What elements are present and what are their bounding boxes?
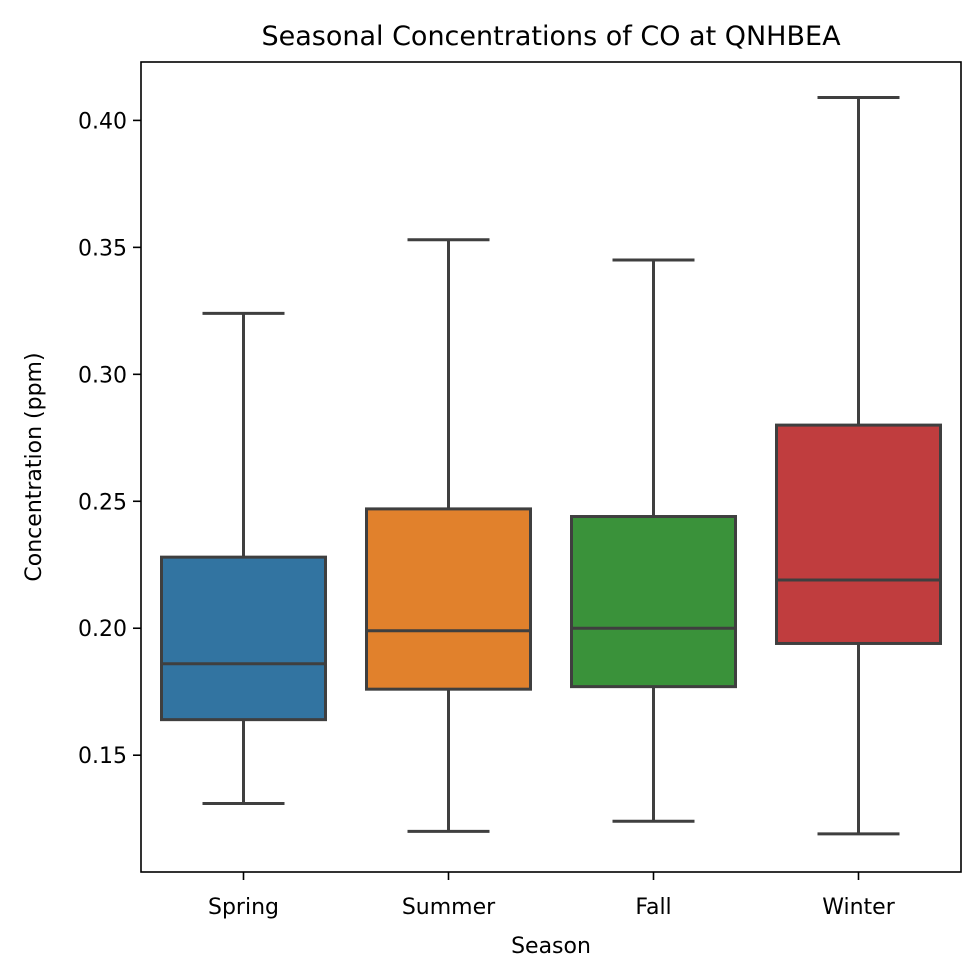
x-tick-label: Summer [402, 895, 496, 920]
x-tick-label: Spring [208, 895, 279, 920]
x-axis: Spring Summer Fall Winter [208, 872, 896, 920]
y-tick-label: 0.25 [78, 490, 127, 515]
box-summer [365, 507, 532, 691]
y-axis-label: Concentration (ppm) [22, 352, 47, 581]
y-tick-label: 0.35 [78, 236, 127, 261]
plot-frame [140, 61, 962, 873]
y-tick-label: 0.40 [78, 109, 127, 134]
box-fall [570, 515, 737, 689]
x-tick-label: Winter [822, 895, 895, 920]
box-spring [160, 555, 327, 722]
y-tick-label: 0.30 [78, 363, 127, 388]
y-axis: 0.15 0.20 0.25 0.30 0.35 0.40 [78, 109, 141, 769]
x-axis-label: Season [511, 934, 591, 959]
box-group [160, 96, 942, 836]
chart-title: Seasonal Concentrations of CO at QNHBEA [261, 21, 841, 52]
box-winter [775, 423, 942, 645]
x-tick-label: Fall [635, 895, 671, 920]
y-tick-label: 0.15 [78, 744, 127, 769]
y-tick-label: 0.20 [78, 617, 127, 642]
